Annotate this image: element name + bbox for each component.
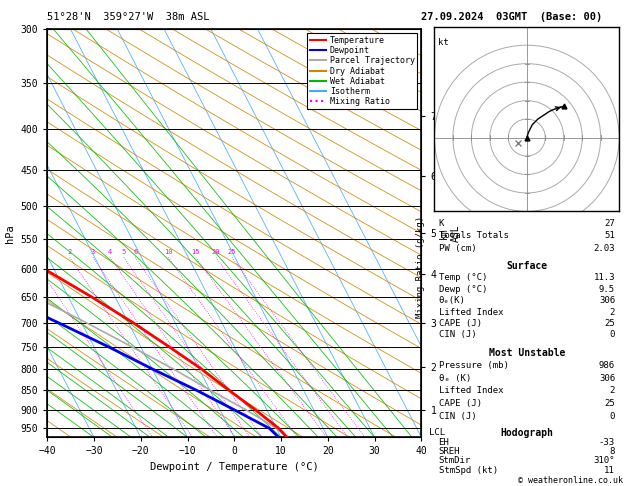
X-axis label: Dewpoint / Temperature (°C): Dewpoint / Temperature (°C) [150,462,319,472]
Text: 306: 306 [599,374,615,383]
Text: Mixing Ratio (g/kg): Mixing Ratio (g/kg) [416,216,425,318]
Text: CAPE (J): CAPE (J) [438,399,482,408]
Text: 2: 2 [67,249,72,256]
Text: 25: 25 [604,399,615,408]
Text: 3: 3 [91,249,95,256]
Text: 0: 0 [610,330,615,339]
Text: 6: 6 [133,249,137,256]
Text: 25: 25 [604,319,615,328]
Text: 310°: 310° [594,456,615,466]
Text: K: K [438,219,444,228]
Text: Surface: Surface [506,261,547,271]
Text: Lifted Index: Lifted Index [438,386,503,396]
Text: Pressure (mb): Pressure (mb) [438,361,508,370]
Text: 11: 11 [604,466,615,475]
Text: CIN (J): CIN (J) [438,412,476,420]
Text: 2: 2 [610,308,615,316]
Text: 2.03: 2.03 [594,243,615,253]
Text: CIN (J): CIN (J) [438,330,476,339]
Text: 9.5: 9.5 [599,285,615,294]
Y-axis label: km
ASL: km ASL [439,225,460,242]
Text: 51°28'N  359°27'W  38m ASL: 51°28'N 359°27'W 38m ASL [47,12,209,22]
Text: 20: 20 [212,249,220,256]
Text: kt: kt [438,38,449,47]
Text: 11.3: 11.3 [594,273,615,282]
Text: Lifted Index: Lifted Index [438,308,503,316]
Text: Temp (°C): Temp (°C) [438,273,487,282]
Text: LCL: LCL [429,428,445,436]
Text: 0: 0 [610,412,615,420]
Text: Dewp (°C): Dewp (°C) [438,285,487,294]
Text: © weatheronline.co.uk: © weatheronline.co.uk [518,476,623,485]
Legend: Temperature, Dewpoint, Parcel Trajectory, Dry Adiabat, Wet Adiabat, Isotherm, Mi: Temperature, Dewpoint, Parcel Trajectory… [307,34,417,109]
Text: Hodograph: Hodograph [500,428,554,438]
Text: θₑ(K): θₑ(K) [438,296,465,305]
Text: 4: 4 [108,249,113,256]
Text: 986: 986 [599,361,615,370]
Text: θₑ (K): θₑ (K) [438,374,470,383]
Text: Totals Totals: Totals Totals [438,231,508,241]
Y-axis label: hPa: hPa [5,224,15,243]
Text: Most Unstable: Most Unstable [489,348,565,358]
Text: 27.09.2024  03GMT  (Base: 00): 27.09.2024 03GMT (Base: 00) [421,12,603,22]
Text: StmDir: StmDir [438,456,470,466]
Text: 15: 15 [192,249,200,256]
Text: 10: 10 [164,249,172,256]
Text: 27: 27 [604,219,615,228]
Text: PW (cm): PW (cm) [438,243,476,253]
Text: 51: 51 [604,231,615,241]
Text: 5: 5 [122,249,126,256]
Text: 2: 2 [610,386,615,396]
Text: 25: 25 [228,249,237,256]
Text: EH: EH [438,438,449,447]
Text: 8: 8 [610,447,615,456]
Text: CAPE (J): CAPE (J) [438,319,482,328]
Text: 306: 306 [599,296,615,305]
Text: -33: -33 [599,438,615,447]
Text: SREH: SREH [438,447,460,456]
Text: StmSpd (kt): StmSpd (kt) [438,466,498,475]
